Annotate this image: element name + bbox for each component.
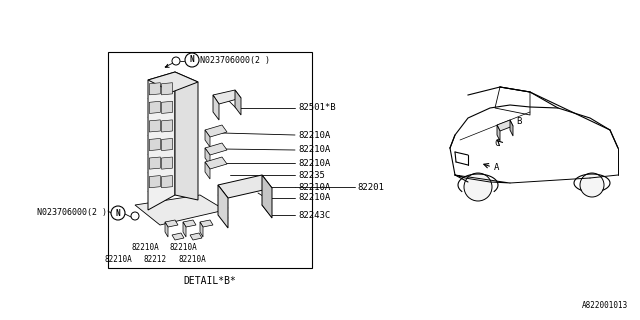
- Polygon shape: [149, 157, 161, 169]
- Text: 82210A: 82210A: [298, 146, 330, 155]
- Text: 82210A: 82210A: [298, 131, 330, 140]
- Polygon shape: [497, 120, 513, 131]
- Text: 82210A: 82210A: [131, 244, 159, 252]
- Polygon shape: [149, 120, 161, 132]
- Polygon shape: [148, 72, 198, 92]
- Text: 82243C: 82243C: [298, 211, 330, 220]
- Polygon shape: [218, 175, 272, 198]
- Polygon shape: [190, 233, 202, 240]
- Polygon shape: [165, 222, 168, 237]
- Polygon shape: [205, 157, 227, 169]
- Polygon shape: [149, 83, 161, 95]
- Text: 82210A: 82210A: [298, 194, 330, 203]
- Polygon shape: [161, 176, 173, 188]
- Text: N: N: [116, 209, 120, 218]
- Bar: [108, 52, 312, 268]
- Polygon shape: [161, 101, 173, 113]
- Polygon shape: [213, 95, 219, 120]
- Text: N023706000(2 ): N023706000(2 ): [200, 55, 270, 65]
- Text: A: A: [494, 164, 499, 172]
- Polygon shape: [205, 162, 210, 179]
- Polygon shape: [161, 139, 173, 151]
- Polygon shape: [161, 83, 173, 95]
- Text: DETAIL*B*: DETAIL*B*: [184, 276, 236, 286]
- Text: 82212: 82212: [143, 255, 166, 265]
- Polygon shape: [218, 185, 228, 228]
- Polygon shape: [161, 120, 173, 132]
- Polygon shape: [205, 130, 210, 147]
- Circle shape: [172, 57, 180, 65]
- Polygon shape: [497, 125, 500, 141]
- Polygon shape: [148, 72, 175, 210]
- Polygon shape: [205, 148, 210, 165]
- Polygon shape: [200, 220, 213, 227]
- Text: 82210A: 82210A: [104, 255, 132, 265]
- Polygon shape: [200, 222, 203, 237]
- Text: 82210A: 82210A: [298, 182, 330, 191]
- Text: 82501*B: 82501*B: [298, 103, 335, 113]
- Polygon shape: [175, 72, 198, 200]
- Polygon shape: [205, 125, 227, 137]
- Text: 82210A: 82210A: [298, 158, 330, 167]
- Text: 82201: 82201: [357, 182, 384, 191]
- Polygon shape: [235, 90, 241, 115]
- Circle shape: [131, 212, 139, 220]
- Text: C: C: [494, 140, 499, 148]
- Text: 82210A: 82210A: [169, 244, 197, 252]
- Polygon shape: [183, 222, 186, 237]
- Text: N: N: [189, 55, 195, 65]
- Text: N023706000(2 ): N023706000(2 ): [37, 209, 107, 218]
- Circle shape: [580, 173, 604, 197]
- Circle shape: [111, 206, 125, 220]
- Polygon shape: [213, 90, 241, 104]
- Polygon shape: [149, 139, 161, 151]
- Polygon shape: [165, 220, 178, 227]
- Text: B: B: [516, 116, 522, 125]
- Polygon shape: [172, 233, 184, 240]
- Polygon shape: [262, 175, 272, 218]
- Text: 82210A: 82210A: [178, 255, 206, 265]
- Polygon shape: [149, 101, 161, 113]
- Circle shape: [185, 53, 199, 67]
- Polygon shape: [149, 176, 161, 188]
- Circle shape: [464, 173, 492, 201]
- Text: A822001013: A822001013: [582, 301, 628, 310]
- Polygon shape: [183, 220, 196, 227]
- Polygon shape: [510, 120, 513, 136]
- Polygon shape: [205, 143, 227, 155]
- Polygon shape: [161, 157, 173, 169]
- Text: 82235: 82235: [298, 171, 325, 180]
- Polygon shape: [135, 195, 225, 225]
